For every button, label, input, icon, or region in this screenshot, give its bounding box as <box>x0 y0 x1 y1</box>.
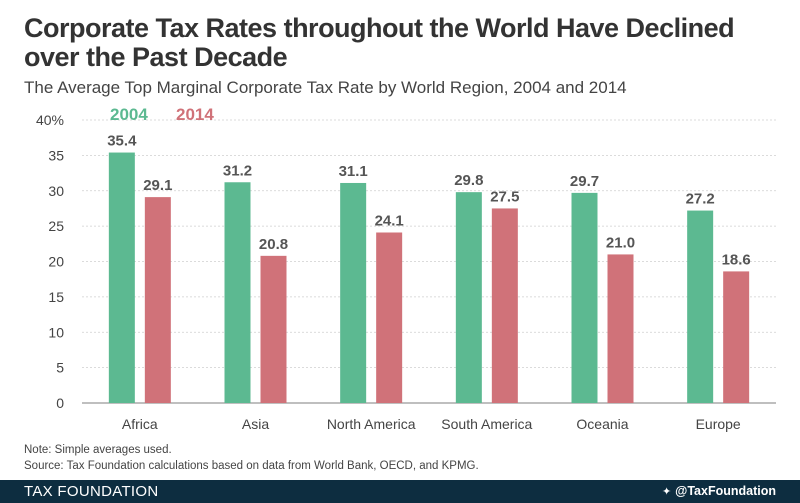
twitter-link[interactable]: ✦ @TaxFoundation <box>662 484 776 498</box>
legend-entry-2014: 2014 <box>176 105 214 124</box>
y-tick-label: 15 <box>48 289 64 305</box>
bar-2004-north-america <box>340 182 367 403</box>
bar-2004-south-america <box>455 192 482 403</box>
bar-2014-north-america <box>376 232 403 403</box>
y-tick-label: 20 <box>48 254 64 270</box>
bar-2014-oceania <box>607 254 634 403</box>
x-category-label: Asia <box>242 416 269 432</box>
data-label: 35.4 <box>107 133 137 150</box>
y-tick-label: 5 <box>56 360 64 376</box>
x-category-label: South America <box>441 416 532 432</box>
twitter-bird-icon: ✦ <box>661 486 672 498</box>
x-category-label: Oceania <box>576 416 628 432</box>
y-tick-label: 0 <box>56 395 64 411</box>
data-label: 31.2 <box>223 162 252 179</box>
data-label: 27.5 <box>490 188 519 205</box>
bar-2004-europe <box>687 210 714 403</box>
data-label: 29.7 <box>570 173 599 190</box>
bar-2004-oceania <box>571 192 598 403</box>
data-label: 29.1 <box>143 177 172 194</box>
legend-entry-2004: 2004 <box>110 105 148 124</box>
x-category-label: Europe <box>696 416 741 432</box>
chart-subtitle: The Average Top Marginal Corporate Tax R… <box>24 78 627 97</box>
bar-2014-africa <box>144 197 171 403</box>
chart-source: Source: Tax Foundation calculations base… <box>24 460 479 472</box>
twitter-handle: @TaxFoundation <box>675 484 776 498</box>
y-tick-label: 35 <box>48 147 64 163</box>
data-label: 18.6 <box>722 251 751 268</box>
chart-title: Corporate Tax Rates throughout the World… <box>24 13 735 72</box>
y-tick-label: 10 <box>48 324 64 340</box>
x-category-label: North America <box>327 416 416 432</box>
footer-bar: TAX FOUNDATION ✦ @TaxFoundation <box>0 480 800 503</box>
bar-chart: 0 5 10 15 20 25 30 35 40% 2004 2014 35.4 29.1 Africa 3… <box>36 105 776 432</box>
data-label: 21.0 <box>606 234 635 251</box>
bar-2004-asia <box>224 182 251 403</box>
data-label: 20.8 <box>259 236 288 253</box>
data-label: 24.1 <box>375 212 404 229</box>
data-label: 29.8 <box>454 172 483 189</box>
bar-2014-asia <box>260 255 287 403</box>
bar-2014-europe <box>723 271 750 403</box>
chart-note: Note: Simple averages used. <box>24 444 172 456</box>
bar-2004-africa <box>108 152 135 403</box>
data-label: 31.1 <box>339 163 368 180</box>
footer-brand: TAX FOUNDATION <box>24 483 159 500</box>
x-category-label: Africa <box>122 416 158 432</box>
y-tick-label: 30 <box>48 183 64 199</box>
data-label: 27.2 <box>686 191 715 208</box>
y-tick-label: 40% <box>36 112 64 128</box>
y-tick-label: 25 <box>48 218 64 234</box>
bar-2014-south-america <box>491 208 518 403</box>
